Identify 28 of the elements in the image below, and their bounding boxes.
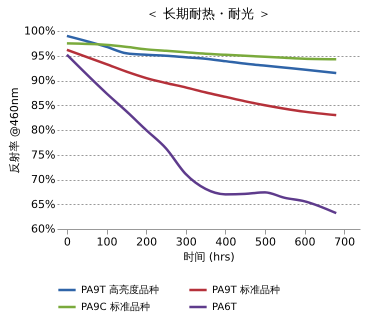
y-tick-label: 85% — [31, 98, 56, 112]
line-series — [66, 54, 338, 214]
x-axis-title: 时间 (hrs) — [183, 250, 235, 264]
y-tick-label: 70% — [31, 173, 56, 186]
x-tick-label: 100 — [96, 236, 118, 248]
y-tick-label: 75% — [31, 148, 56, 162]
x-tick-label: 200 — [136, 236, 158, 248]
legend-label: PA9T 高亮度品种 — [81, 284, 159, 296]
legend-label: PA9T 标准品种 — [212, 284, 280, 296]
x-tick-label: 0 — [64, 236, 71, 248]
y-tick-label: 100% — [24, 24, 56, 38]
x-tick-label: 600 — [294, 236, 316, 248]
y-tick-label: 60% — [31, 222, 56, 236]
y-tick-label: 80% — [31, 124, 56, 136]
legend-label: PA9C 标准品种 — [81, 301, 150, 313]
y-tick-label: 65% — [31, 198, 56, 211]
y-tick-label: 90% — [31, 74, 56, 87]
line-series — [66, 42, 338, 60]
y-axis-title: 反射率 @460nm — [8, 87, 22, 174]
chart-title: ＜ 长期耐热・耐光 ＞ — [146, 7, 272, 22]
x-tick-label: 500 — [254, 236, 276, 248]
x-tick-label: 700 — [334, 236, 356, 248]
y-tick-label: 95% — [31, 49, 56, 62]
x-tick-label: 300 — [176, 236, 197, 248]
line-series — [66, 34, 338, 74]
legend-label: PA6T — [212, 302, 238, 313]
line-series — [66, 48, 338, 116]
x-tick-label: 400 — [215, 236, 236, 248]
